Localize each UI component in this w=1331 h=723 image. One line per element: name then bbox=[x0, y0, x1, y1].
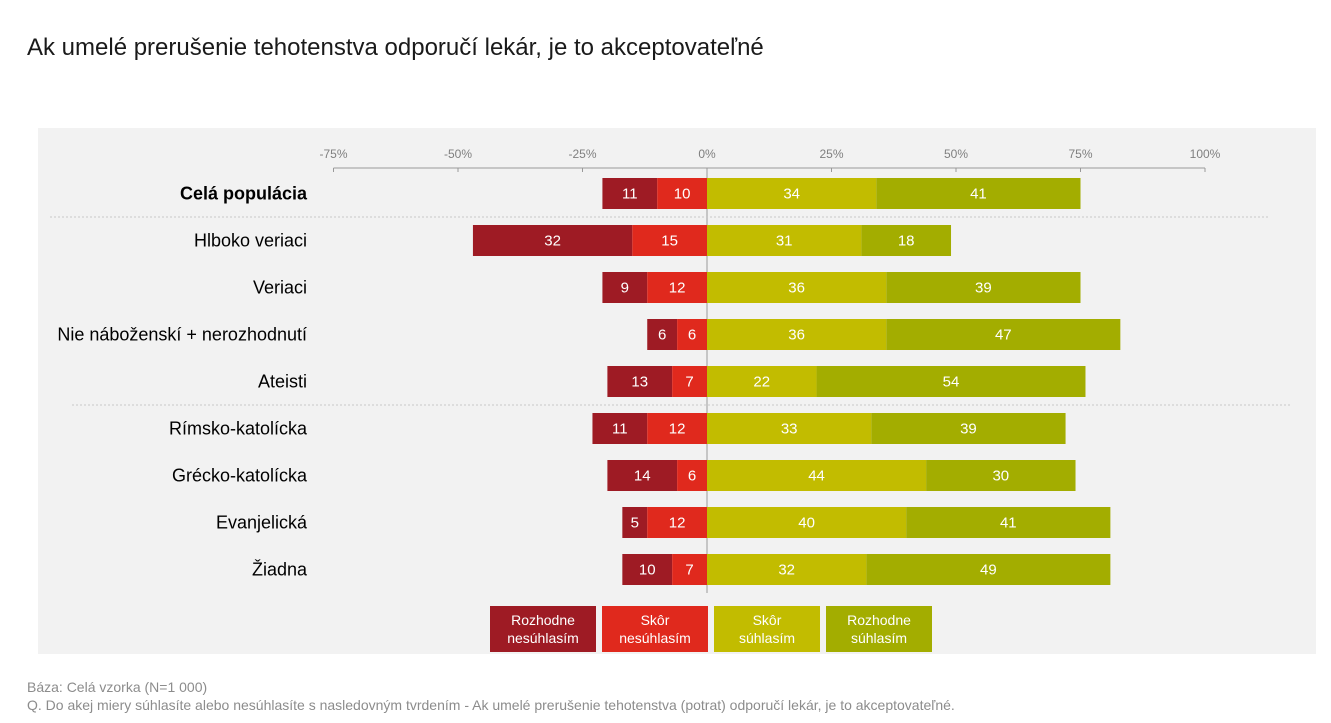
data-label: 12 bbox=[669, 280, 686, 297]
data-label: 44 bbox=[808, 468, 825, 485]
legend-strongly-disagree: Rozhodne nesúhlasím bbox=[490, 606, 596, 652]
category-label: Grécko-katolícka bbox=[172, 466, 308, 486]
bar-segment bbox=[861, 225, 952, 256]
diverging-bar-chart: -75% -50% -25% 0% 25% 50% 75% 100% Celá populáci… bbox=[50, 147, 1291, 593]
data-label: 5 bbox=[631, 515, 639, 532]
data-label: 6 bbox=[688, 468, 696, 485]
bar-segment bbox=[607, 460, 678, 491]
data-label: 7 bbox=[685, 562, 693, 579]
bar-segment bbox=[906, 507, 1111, 538]
data-label: 36 bbox=[788, 280, 805, 297]
bar-segment bbox=[672, 554, 707, 585]
bar-segment bbox=[472, 225, 633, 256]
data-label: 54 bbox=[943, 374, 960, 391]
data-label: 18 bbox=[898, 233, 915, 250]
legend-rather-disagree: Skôr nesúhlasím bbox=[602, 606, 708, 652]
data-label: 11 bbox=[612, 421, 628, 438]
x-tick-label: -75% bbox=[319, 147, 347, 161]
data-label: 11 bbox=[622, 186, 638, 203]
data-label: 12 bbox=[669, 515, 686, 532]
bar-segment bbox=[647, 507, 707, 538]
data-label: 33 bbox=[781, 421, 798, 438]
x-tick-label: 50% bbox=[944, 147, 968, 161]
data-label: 7 bbox=[685, 374, 693, 391]
data-label: 14 bbox=[634, 468, 651, 485]
category-label: Veriaci bbox=[253, 278, 307, 298]
bar-segment bbox=[607, 366, 673, 397]
data-label: 12 bbox=[669, 421, 686, 438]
data-label: 10 bbox=[674, 186, 691, 203]
data-label: 40 bbox=[798, 515, 815, 532]
data-label: 39 bbox=[975, 280, 992, 297]
bar-segment bbox=[886, 272, 1081, 303]
bar-segment bbox=[876, 178, 1081, 209]
x-tick-label: 100% bbox=[1190, 147, 1221, 161]
bar-segment bbox=[707, 272, 887, 303]
data-label: 13 bbox=[631, 374, 648, 391]
bar-segment bbox=[602, 178, 658, 209]
legend-rather-agree: Skôr súhlasím bbox=[714, 606, 820, 652]
data-label: 41 bbox=[970, 186, 987, 203]
data-label: 30 bbox=[992, 468, 1009, 485]
category-label: Žiadna bbox=[252, 560, 308, 580]
bar-segment bbox=[871, 413, 1066, 444]
data-label: 41 bbox=[1000, 515, 1017, 532]
data-label: 9 bbox=[621, 280, 629, 297]
bar-segment bbox=[647, 319, 678, 350]
data-label: 31 bbox=[776, 233, 793, 250]
data-label: 32 bbox=[778, 562, 795, 579]
bar-segment bbox=[592, 413, 648, 444]
legend: Rozhodne nesúhlasím Skôr nesúhlasím Skôr… bbox=[490, 606, 932, 652]
bar-segment bbox=[622, 507, 648, 538]
data-label: 15 bbox=[661, 233, 678, 250]
bar-segment bbox=[707, 366, 817, 397]
data-label: 49 bbox=[980, 562, 997, 579]
data-label: 10 bbox=[639, 562, 656, 579]
bar-segment bbox=[707, 225, 862, 256]
bar-segment bbox=[866, 554, 1111, 585]
category-label: Rímsko-katolícka bbox=[169, 419, 308, 439]
legend-strongly-agree: Rozhodne súhlasím bbox=[826, 606, 932, 652]
bar-segment bbox=[886, 319, 1121, 350]
data-label: 34 bbox=[783, 186, 800, 203]
x-tick-label: -50% bbox=[444, 147, 472, 161]
data-label: 39 bbox=[960, 421, 977, 438]
category-label: Hlboko veriaci bbox=[194, 231, 307, 251]
bar-segment bbox=[926, 460, 1076, 491]
bar-segment bbox=[707, 178, 877, 209]
bar-segment bbox=[632, 225, 707, 256]
bar-segment bbox=[647, 272, 707, 303]
category-label: Ateisti bbox=[258, 372, 307, 392]
bar-segment bbox=[707, 319, 887, 350]
page-title: Ak umelé prerušenie tehotenstva odporučí… bbox=[27, 34, 764, 61]
chart-panel: -75% -50% -25% 0% 25% 50% 75% 100% Celá populáci… bbox=[38, 128, 1316, 654]
data-label: 47 bbox=[995, 327, 1012, 344]
data-label: 6 bbox=[658, 327, 666, 344]
bar-segment bbox=[707, 554, 867, 585]
data-label: 6 bbox=[688, 327, 696, 344]
x-tick-label: -25% bbox=[568, 147, 596, 161]
x-tick-label: 0% bbox=[698, 147, 716, 161]
x-tick-label: 25% bbox=[819, 147, 843, 161]
category-label: Evanjelická bbox=[216, 513, 308, 533]
bar-segment bbox=[657, 178, 707, 209]
category-label: Celá populácia bbox=[180, 184, 308, 204]
bar-segment bbox=[602, 272, 648, 303]
footer-question: Q. Do akej miery súhlasíte alebo nesúhla… bbox=[27, 697, 955, 713]
bar-segment bbox=[707, 413, 872, 444]
footer-base: Báza: Celá vzorka (N=1 000) bbox=[27, 679, 208, 695]
bar-segment bbox=[647, 413, 707, 444]
data-label: 22 bbox=[753, 374, 770, 391]
category-label: Nie náboženskí + nerozhodnutí bbox=[57, 325, 307, 345]
data-label: 32 bbox=[544, 233, 561, 250]
bar-segment bbox=[622, 554, 673, 585]
bar-segment bbox=[672, 366, 707, 397]
x-tick-label: 75% bbox=[1068, 147, 1092, 161]
bar-segment bbox=[707, 507, 907, 538]
bar-segment bbox=[816, 366, 1086, 397]
data-label: 36 bbox=[788, 327, 805, 344]
bar-segment bbox=[707, 460, 927, 491]
bar-segment bbox=[677, 319, 707, 350]
bar-segment bbox=[677, 460, 707, 491]
